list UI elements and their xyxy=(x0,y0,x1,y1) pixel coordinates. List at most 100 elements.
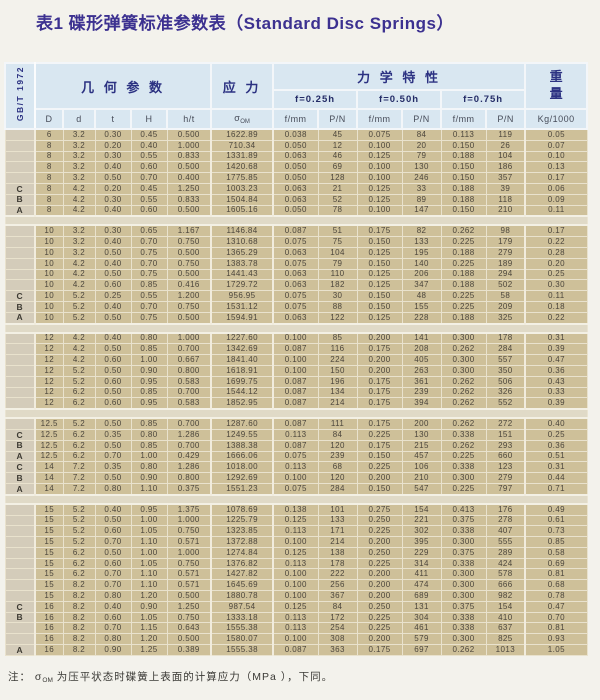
value-cell: 555 xyxy=(485,536,526,548)
value-cell: 797 xyxy=(485,482,526,496)
table-header: GB/T 1972 几 何 参 数 应 力 力 学 特 性 重 量 f=0.25… xyxy=(4,62,589,130)
value-cell: 0.075 xyxy=(272,236,319,248)
value-cell: 0.571 xyxy=(166,568,212,581)
col-header-pn-075: P/N xyxy=(485,108,527,130)
value-cell: 0.95 xyxy=(130,397,168,410)
value-cell: 0.10 xyxy=(524,150,588,163)
table-row: 15 5.2 0.50 1.00 1.000 1225.79 0.125 133 0.250 22… xyxy=(4,514,588,527)
value-cell: 710.34 xyxy=(210,139,274,152)
series-class-cell: C xyxy=(4,182,36,195)
value-cell: 1699.75 xyxy=(210,375,274,388)
value-cell: 982 xyxy=(485,590,526,602)
value-cell: 0.338 xyxy=(440,428,487,441)
value-cell: 0.583 xyxy=(166,375,212,388)
series-class-cell: C xyxy=(4,461,36,474)
value-cell: 1.000 xyxy=(166,514,212,527)
value-cell: 1841.40 xyxy=(210,354,274,366)
value-cell: 0.50 xyxy=(94,514,132,527)
value-cell: 0.300 xyxy=(440,536,487,548)
value-cell: 0.35 xyxy=(94,461,132,474)
value-cell: 0.40 xyxy=(94,503,132,516)
value-cell: 0.80 xyxy=(130,461,168,474)
value-cell: 6.2 xyxy=(62,568,96,581)
value-cell: 263 xyxy=(401,364,442,377)
value-cell: 0.250 xyxy=(356,600,403,613)
value-cell: 1274.84 xyxy=(210,546,274,559)
value-cell: 0.50 xyxy=(94,386,132,399)
value-cell: 6.2 xyxy=(62,428,96,441)
value-cell: 0.571 xyxy=(166,579,212,592)
value-cell: 0.81 xyxy=(524,622,588,635)
value-cell: 1.00 xyxy=(130,514,168,527)
value-cell: 0.50 xyxy=(94,311,132,325)
value-cell: 0.175 xyxy=(356,417,403,430)
value-cell: 0.087 xyxy=(272,397,319,410)
value-cell: 0.60 xyxy=(94,279,132,292)
value-cell: 0.30 xyxy=(524,279,588,292)
value-cell: 208 xyxy=(401,343,442,356)
value-cell: 0.40 xyxy=(94,600,132,613)
value-cell: 1372.88 xyxy=(210,536,274,548)
value-cell: 0.58 xyxy=(524,546,588,559)
value-cell: 0.262 xyxy=(440,439,487,452)
value-cell: 825 xyxy=(485,633,526,646)
value-cell: 0.50 xyxy=(94,268,132,281)
value-cell: 0.262 xyxy=(440,224,487,238)
value-cell: 0.06 xyxy=(524,182,588,195)
value-cell: 1.05 xyxy=(130,525,168,538)
value-cell: 0.80 xyxy=(130,428,168,441)
value-cell: 0.36 xyxy=(524,364,588,377)
table-row: 15 6.2 0.70 1.10 0.571 1427.82 0.100 222 0.200 41… xyxy=(4,568,588,581)
series-class-cell: C xyxy=(4,428,36,441)
series-class-cell: B xyxy=(4,300,36,313)
value-cell: 0.35 xyxy=(94,428,132,441)
value-cell: 302 xyxy=(401,525,442,538)
table-row: A 16 8.2 0.90 1.25 0.389 1555.38 0.087 363 0.175 6… xyxy=(4,644,588,656)
value-cell: 0.225 xyxy=(356,622,403,635)
value-cell: 5.2 xyxy=(62,514,96,527)
value-cell: 8 xyxy=(34,193,64,206)
value-cell: 278 xyxy=(485,514,526,527)
value-cell: 221 xyxy=(401,514,442,527)
value-cell: 0.75 xyxy=(130,246,168,259)
value-cell: 140 xyxy=(401,257,442,270)
series-class-cell xyxy=(4,514,36,527)
value-cell: 0.40 xyxy=(94,300,132,313)
value-cell: 1880.78 xyxy=(210,590,274,602)
value-cell: 405 xyxy=(401,354,442,366)
col-header-ht: h/t xyxy=(165,108,213,130)
value-cell: 3.2 xyxy=(62,236,96,248)
disc-spring-table: GB/T 1972 几 何 参 数 应 力 力 学 特 性 重 量 f=0.25… xyxy=(4,62,589,656)
value-cell: 0.150 xyxy=(440,161,487,174)
value-cell: 15 xyxy=(34,579,64,592)
value-cell: 52 xyxy=(317,193,358,206)
value-cell: 0.50 xyxy=(94,364,132,377)
value-cell: 1551.23 xyxy=(210,482,274,496)
value-cell: 0.262 xyxy=(440,375,487,388)
value-cell: 0.55 xyxy=(130,150,168,163)
value-cell: 0.225 xyxy=(440,236,487,248)
value-cell: 0.113 xyxy=(272,622,319,635)
value-cell: 0.22 xyxy=(524,236,588,248)
block-separator xyxy=(4,322,588,334)
value-cell: 131 xyxy=(401,600,442,613)
deflection-050-header: f=0.50h xyxy=(356,89,443,110)
value-cell: 15 xyxy=(34,590,64,602)
value-cell: 0.500 xyxy=(166,161,212,174)
value-cell: 206 xyxy=(401,268,442,281)
value-cell: 294 xyxy=(485,268,526,281)
series-class-cell: A xyxy=(4,450,36,463)
value-cell: 0.075 xyxy=(272,450,319,463)
value-cell: 0.188 xyxy=(440,182,487,195)
value-cell: 0.71 xyxy=(524,482,588,496)
value-cell: 0.60 xyxy=(94,525,132,538)
value-cell: 0.50 xyxy=(94,172,132,184)
value-cell: 0.95 xyxy=(130,375,168,388)
value-cell: 0.70 xyxy=(94,450,132,463)
value-cell: 4.2 xyxy=(62,182,96,195)
series-class-cell xyxy=(4,257,36,270)
value-cell: 1605.16 xyxy=(210,204,274,217)
table-row: 15 5.2 0.70 1.10 0.571 1372.88 0.100 214 0.200 39… xyxy=(4,536,588,548)
value-cell: 0.95 xyxy=(130,503,168,516)
value-cell: 5.2 xyxy=(62,525,96,538)
